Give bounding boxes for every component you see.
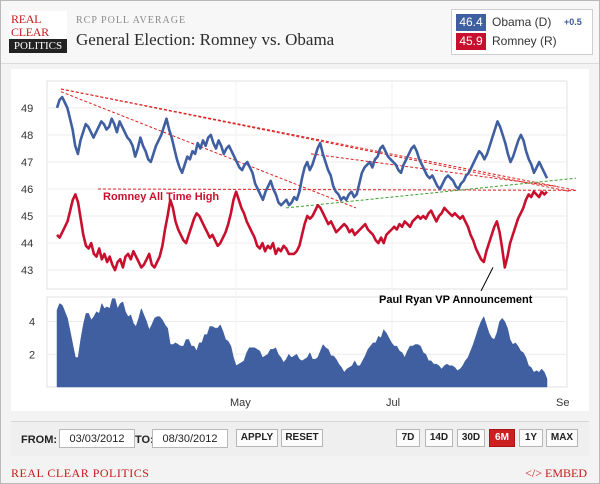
- annotation-ryan-vp: Paul Ryan VP Announcement: [379, 294, 533, 306]
- y-tick-47: 47: [21, 157, 33, 169]
- y-tick-49: 49: [21, 103, 33, 115]
- rcp-logo[interactable]: REAL CLEAR POLITICS: [9, 11, 67, 53]
- from-date-input[interactable]: [59, 429, 135, 448]
- trendline-obama-mid: [60, 88, 572, 193]
- x-tick-may: May: [230, 397, 251, 409]
- obama-lead-area: [56, 298, 548, 388]
- trendline-obama-long: [60, 88, 577, 191]
- legend-romney-name: Romney (R): [492, 34, 557, 48]
- annotation-romney-high: Romney All Time High: [103, 191, 219, 203]
- header: REAL CLEAR POLITICS RCP POLL AVERAGE Gen…: [1, 1, 599, 64]
- footer: REAL CLEAR POLITICS </> EMBED: [1, 463, 599, 483]
- logo-line-3: POLITICS: [9, 39, 67, 53]
- y-tick-43: 43: [21, 265, 33, 277]
- annotations: Romney All Time High Paul Ryan VP Announc…: [103, 191, 533, 306]
- spread-area-layer: [56, 298, 548, 388]
- kicker: RCP POLL AVERAGE: [76, 15, 187, 26]
- page-title: General Election: Romney vs. Obama: [76, 30, 335, 49]
- apply-button[interactable]: APPLY: [236, 429, 278, 447]
- range-button-14d[interactable]: 14D: [425, 429, 453, 447]
- legend-obama-value: 46.4: [456, 14, 486, 31]
- chart-area[interactable]: 43 44 45 46 47 48 49 2 4 Romney All Time High Pau…: [11, 69, 589, 411]
- legend-obama-name: Obama (D): [492, 15, 552, 29]
- legend: 46.4 Obama (D) +0.5 45.9 Romney (R): [451, 9, 593, 55]
- series-line-obama: [55, 95, 549, 207]
- trendline-obama-short: [60, 91, 357, 209]
- trendline-obama-recent: [310, 153, 557, 187]
- to-date-input[interactable]: [152, 429, 228, 448]
- embed-link[interactable]: </> EMBED: [525, 466, 587, 480]
- range-button-30d[interactable]: 30D: [457, 429, 485, 447]
- poll-chart[interactable]: 43 44 45 46 47 48 49 2 4 Romney All Time High Pau…: [11, 69, 589, 411]
- y-tick-45: 45: [21, 211, 33, 223]
- series-lines: [55, 95, 549, 272]
- trend-lines: [60, 88, 577, 209]
- y-axis-labels: 43 44 45 46 47 48 49 2 4: [21, 103, 35, 361]
- reset-button[interactable]: RESET: [281, 429, 323, 447]
- x-tick-se: Se: [556, 397, 569, 409]
- y-tick-46: 46: [21, 184, 33, 196]
- range-button-max[interactable]: MAX: [546, 429, 578, 447]
- range-button-6m[interactable]: 6M: [489, 429, 515, 447]
- logo-line-2: CLEAR: [11, 25, 49, 39]
- y-tick-44: 44: [21, 238, 33, 250]
- trendline-support: [285, 177, 577, 209]
- upper-panel-border: [46, 80, 568, 290]
- x-axis-labels: May Jul Se: [230, 397, 569, 409]
- y-tick-48: 48: [21, 130, 33, 142]
- from-label: FROM:: [21, 434, 58, 446]
- to-label: TO:: [135, 434, 154, 446]
- area-y-tick-2: 2: [29, 349, 35, 361]
- x-tick-jul: Jul: [386, 397, 400, 409]
- legend-obama-change: +0.5: [564, 17, 582, 27]
- area-y-tick-4: 4: [29, 317, 35, 329]
- range-button-7d[interactable]: 7D: [396, 429, 420, 447]
- annotation-pointer: [480, 267, 494, 292]
- legend-romney-value: 45.9: [456, 33, 486, 50]
- logo-line-1: REAL: [11, 12, 42, 26]
- range-button-1y[interactable]: 1Y: [519, 429, 543, 447]
- footer-brand-link[interactable]: REAL CLEAR POLITICS: [11, 466, 150, 480]
- series-line-romney: [56, 190, 548, 272]
